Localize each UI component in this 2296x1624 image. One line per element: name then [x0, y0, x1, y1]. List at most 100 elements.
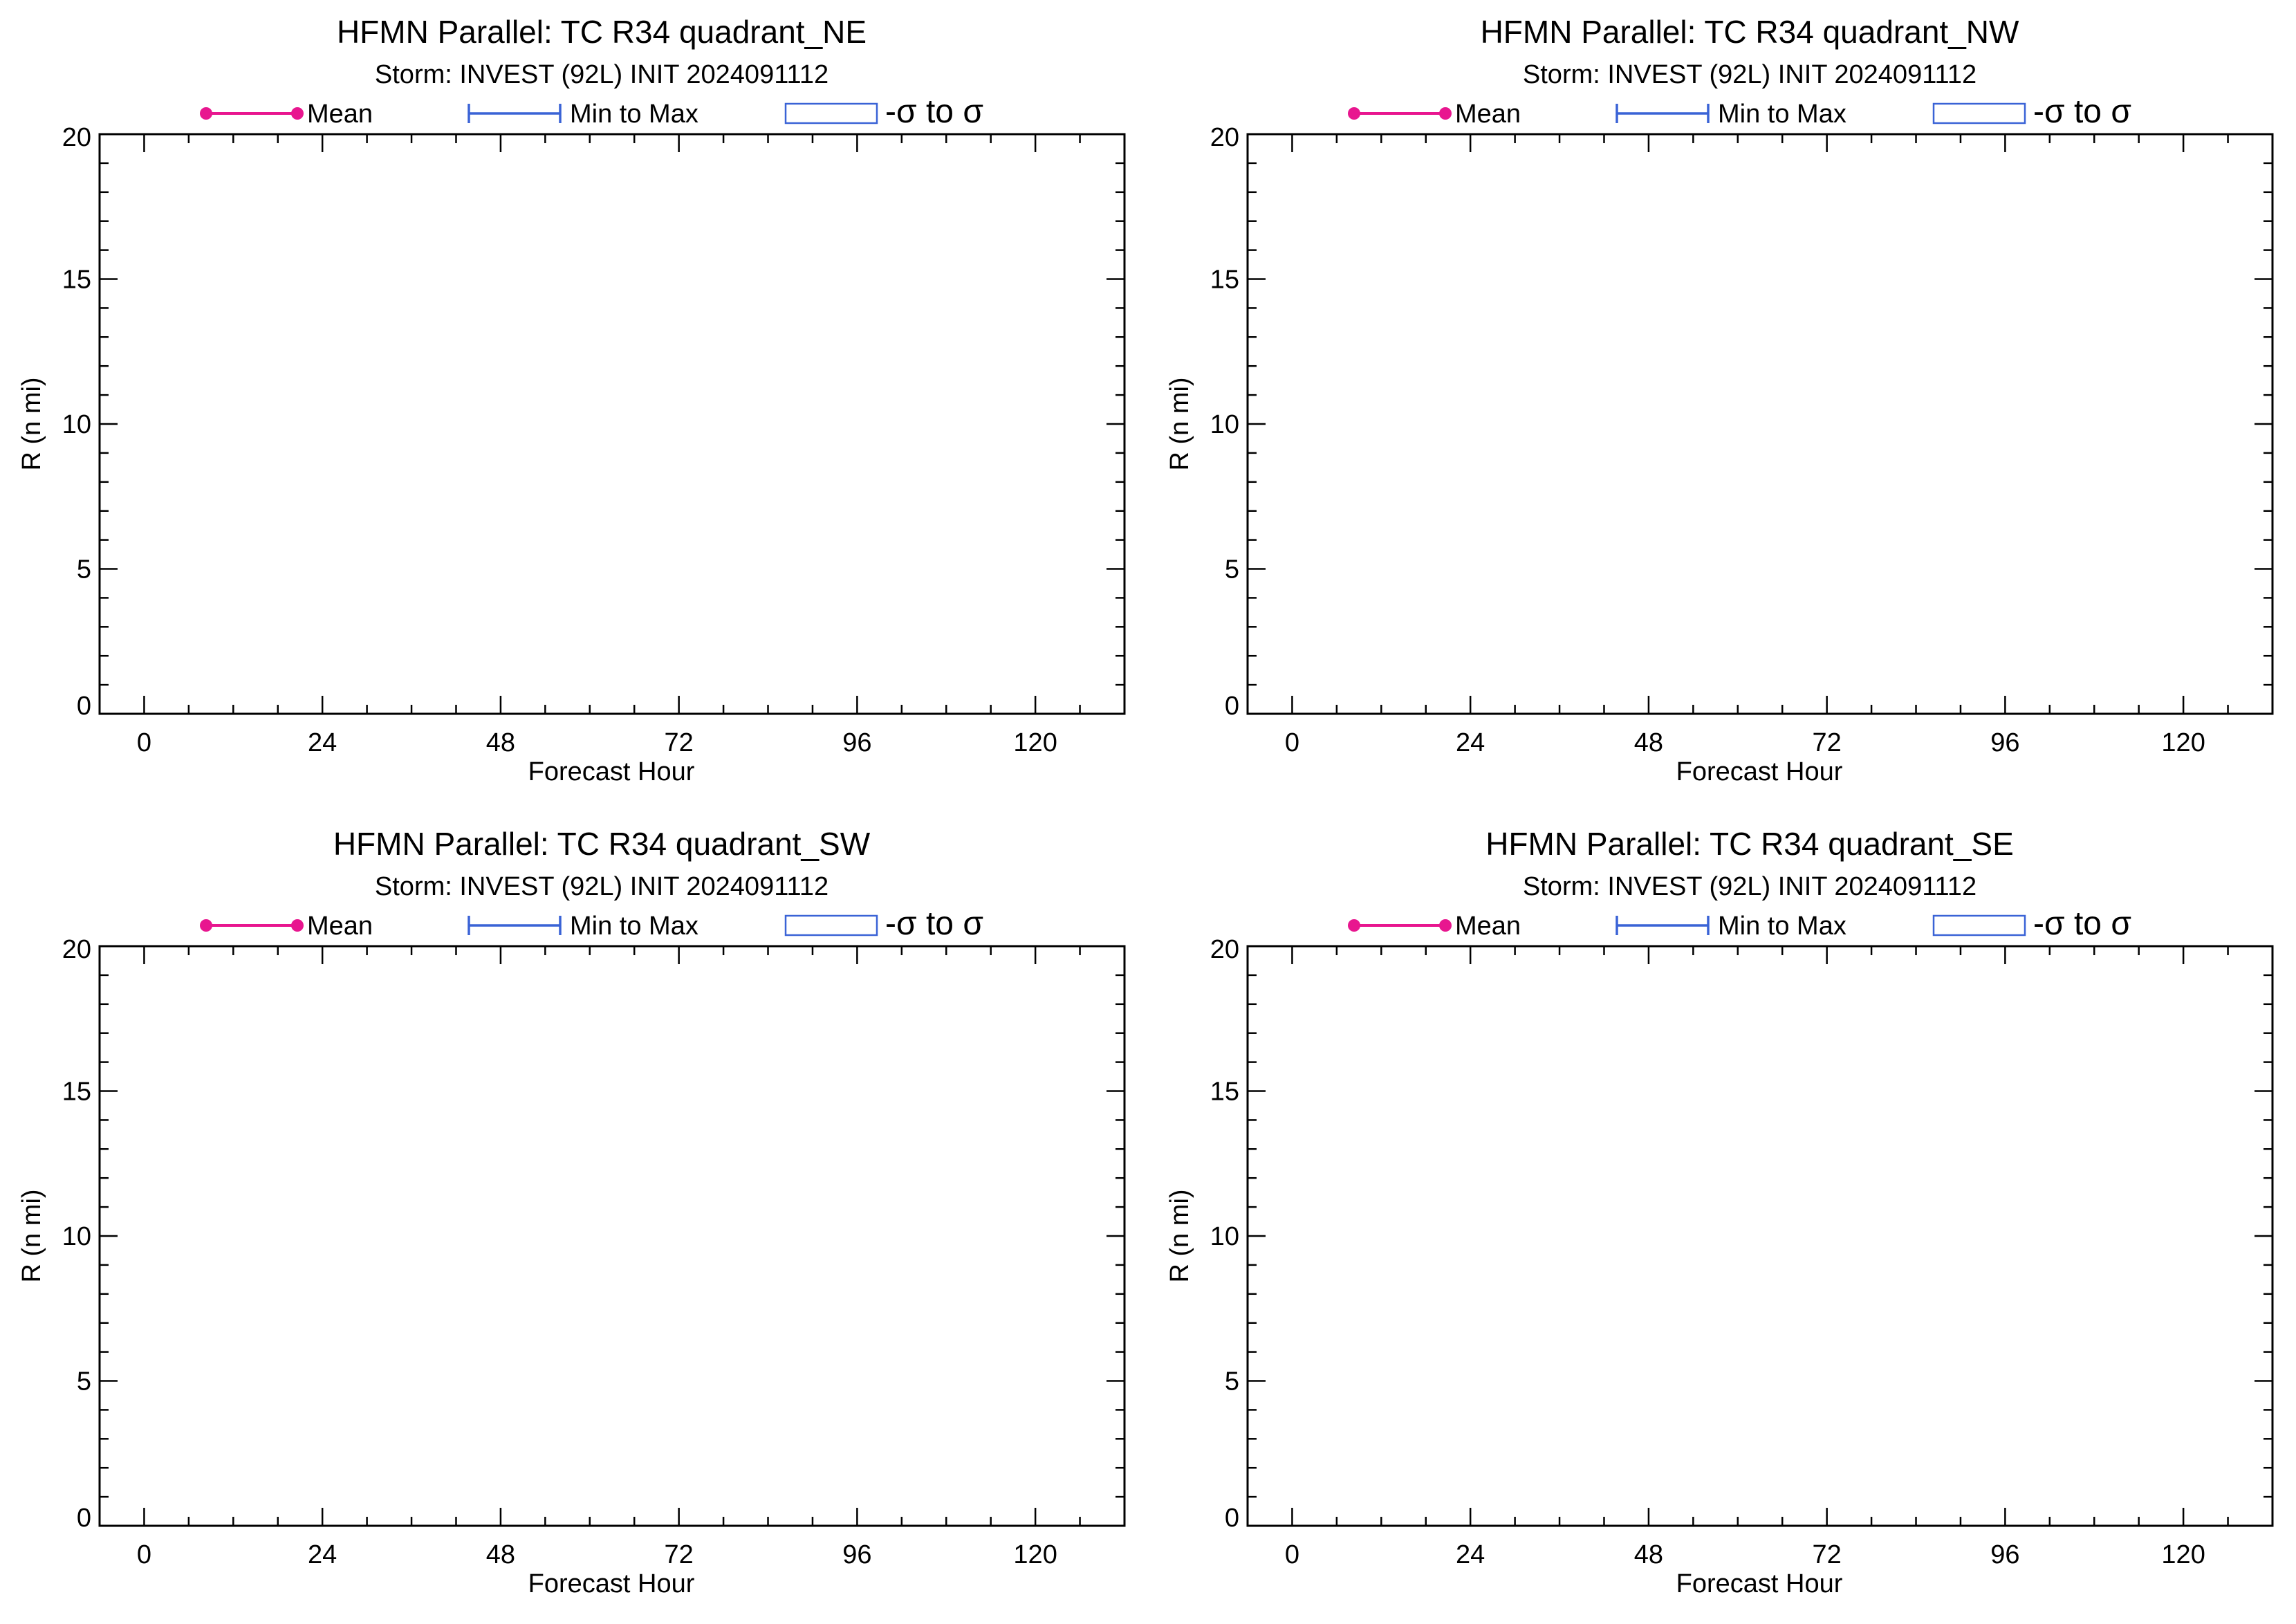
y-axis-label: R (n mi): [1165, 377, 1194, 470]
y-tick-label: 5: [77, 1367, 91, 1396]
chart-title: HFMN Parallel: TC R34 quadrant_SW: [333, 826, 871, 862]
legend-mean-label: Mean: [307, 100, 373, 129]
y-tick-label: 10: [1210, 410, 1239, 439]
y-tick-label: 20: [1210, 123, 1239, 152]
y-tick-label: 20: [1210, 935, 1239, 964]
x-axis-label: Forecast Hour: [528, 757, 695, 786]
x-tick-label: 96: [1990, 1540, 2019, 1569]
x-tick-label: 120: [2161, 728, 2205, 757]
legend-minmax-label: Min to Max: [570, 912, 698, 941]
chart-subtitle: Storm: INVEST (92L) INIT 2024091112: [1523, 872, 1976, 901]
legend-minmax-label: Min to Max: [570, 100, 698, 129]
legend-mean-marker: [200, 919, 212, 932]
y-tick-label: 5: [1225, 555, 1239, 584]
x-tick-label: 120: [1013, 1540, 1057, 1569]
chart-title: HFMN Parallel: TC R34 quadrant_NW: [1481, 14, 2019, 50]
y-tick-label: 15: [1210, 266, 1239, 295]
x-tick-label: 96: [842, 728, 871, 757]
legend: Mean Min to Max -σ to σ: [1348, 93, 2131, 130]
legend-sigma-label: -σ to σ: [885, 93, 983, 130]
x-tick-label: 0: [137, 728, 151, 757]
x-tick-label: 48: [486, 728, 515, 757]
chart-panel: HFMN Parallel: TC R34 quadrant_SE Storm: …: [1148, 812, 2296, 1624]
x-tick-label: 24: [1456, 1540, 1485, 1569]
legend-mean-marker: [1348, 107, 1360, 120]
y-axis-label: R (n mi): [17, 1189, 46, 1282]
legend-minmax-label: Min to Max: [1718, 912, 1846, 941]
x-tick-label: 48: [486, 1540, 515, 1569]
x-tick-label: 0: [1285, 1540, 1299, 1569]
legend: Mean Min to Max -σ to σ: [1348, 905, 2131, 942]
legend-mean-marker: [1439, 107, 1452, 120]
legend-mean-marker: [291, 919, 304, 932]
chart-svg: HFMN Parallel: TC R34 quadrant_SE Storm: …: [1165, 826, 2274, 1598]
legend-sigma-box: [1932, 102, 2026, 124]
y-tick-label: 10: [62, 410, 91, 439]
y-tick-label: 15: [62, 1078, 91, 1107]
y-tick-label: 0: [77, 692, 91, 721]
plot-frame: [1246, 133, 2274, 715]
x-tick-label: 72: [665, 728, 694, 757]
legend-sigma-label: -σ to σ: [2033, 93, 2131, 130]
chart-panel: HFMN Parallel: TC R34 quadrant_SW Storm: …: [0, 812, 1148, 1624]
legend-mean-marker: [1439, 919, 1452, 932]
legend-mean-marker: [1348, 919, 1360, 932]
x-tick-label: 24: [1456, 728, 1485, 757]
chart-svg: HFMN Parallel: TC R34 quadrant_NW Storm: …: [1165, 14, 2274, 786]
chart-title: HFMN Parallel: TC R34 quadrant_NE: [337, 14, 867, 50]
chart-subtitle: Storm: INVEST (92L) INIT 2024091112: [375, 872, 828, 901]
legend: Mean Min to Max -σ to σ: [200, 905, 983, 942]
y-tick-label: 10: [1210, 1222, 1239, 1251]
x-tick-label: 96: [1990, 728, 2019, 757]
legend-mean-label: Mean: [1455, 100, 1521, 129]
y-tick-label: 0: [1225, 1504, 1239, 1533]
chart-svg: HFMN Parallel: TC R34 quadrant_NE Storm: …: [17, 14, 1126, 786]
y-tick-label: 15: [1210, 1078, 1239, 1107]
x-axis-label: Forecast Hour: [1676, 1569, 1843, 1598]
chart-panel: HFMN Parallel: TC R34 quadrant_NW Storm: …: [1148, 0, 2296, 812]
legend-mean-label: Mean: [307, 912, 373, 941]
y-tick-label: 20: [62, 935, 91, 964]
plot-frame: [98, 945, 1126, 1527]
y-tick-label: 5: [1225, 1367, 1239, 1396]
y-tick-label: 0: [77, 1504, 91, 1533]
x-tick-label: 120: [2161, 1540, 2205, 1569]
y-tick-label: 15: [62, 266, 91, 295]
x-tick-label: 48: [1634, 1540, 1663, 1569]
x-axis-label: Forecast Hour: [1676, 757, 1843, 786]
plot-frame: [1246, 945, 2274, 1527]
legend-sigma-label: -σ to σ: [2033, 905, 2131, 942]
x-tick-label: 72: [665, 1540, 694, 1569]
chart-title: HFMN Parallel: TC R34 quadrant_SE: [1485, 826, 2014, 862]
legend-mean-label: Mean: [1455, 912, 1521, 941]
y-axis-label: R (n mi): [1165, 1189, 1194, 1282]
x-tick-label: 96: [842, 1540, 871, 1569]
x-tick-label: 24: [308, 728, 337, 757]
chart-panel: HFMN Parallel: TC R34 quadrant_NE Storm: …: [0, 0, 1148, 812]
y-tick-label: 5: [77, 555, 91, 584]
plot-frame: [98, 133, 1126, 715]
chart-svg: HFMN Parallel: TC R34 quadrant_SW Storm: …: [17, 826, 1126, 1598]
legend-sigma-box: [784, 914, 878, 936]
x-tick-label: 0: [1285, 728, 1299, 757]
x-axis-label: Forecast Hour: [528, 1569, 695, 1598]
chart-subtitle: Storm: INVEST (92L) INIT 2024091112: [1523, 60, 1976, 89]
y-tick-label: 10: [62, 1222, 91, 1251]
legend-minmax-label: Min to Max: [1718, 100, 1846, 129]
legend-sigma-box: [784, 102, 878, 124]
y-tick-label: 20: [62, 123, 91, 152]
y-tick-label: 0: [1225, 692, 1239, 721]
legend-sigma-label: -σ to σ: [885, 905, 983, 942]
x-tick-label: 120: [1013, 728, 1057, 757]
legend-mean-marker: [291, 107, 304, 120]
legend-mean-marker: [200, 107, 212, 120]
legend: Mean Min to Max -σ to σ: [200, 93, 983, 130]
x-tick-label: 48: [1634, 728, 1663, 757]
x-tick-label: 24: [308, 1540, 337, 1569]
x-tick-label: 72: [1813, 1540, 1842, 1569]
y-axis-label: R (n mi): [17, 377, 46, 470]
x-tick-label: 72: [1813, 728, 1842, 757]
x-tick-label: 0: [137, 1540, 151, 1569]
chart-subtitle: Storm: INVEST (92L) INIT 2024091112: [375, 60, 828, 89]
legend-sigma-box: [1932, 914, 2026, 936]
